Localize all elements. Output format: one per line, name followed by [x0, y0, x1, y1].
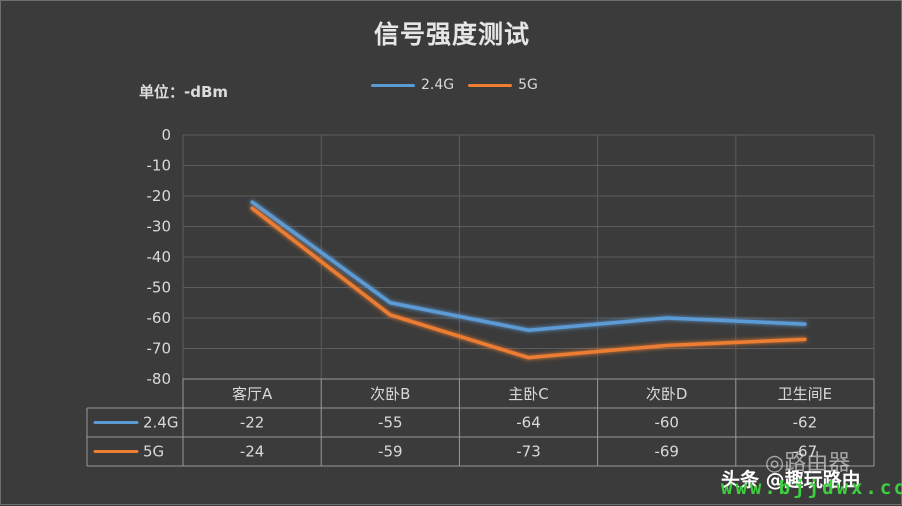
data-table-value: -73 — [516, 443, 541, 461]
y-tick-label: -50 — [147, 279, 172, 297]
y-tick-label: -60 — [147, 309, 172, 327]
category-label: 客厅A — [232, 385, 273, 403]
data-table-value: -55 — [378, 414, 403, 432]
watermark: ◎路由器 头条 @趣玩路由 www.bjjdwx.com — [721, 445, 901, 503]
data-table-value: -64 — [516, 414, 541, 432]
category-label: 卫生间E — [778, 385, 832, 403]
y-tick-label: -10 — [147, 157, 172, 175]
data-table-value: -62 — [793, 414, 818, 432]
y-tick-label: -20 — [147, 187, 172, 205]
data-table-value: -60 — [654, 414, 679, 432]
category-label: 次卧D — [646, 385, 688, 403]
y-tick-label: -80 — [147, 370, 172, 388]
data-table-value: -24 — [240, 443, 265, 461]
category-label: 次卧B — [370, 385, 410, 403]
table-series-name: 5G — [143, 443, 164, 461]
data-table-value: -69 — [654, 443, 679, 461]
series-line-5g — [252, 208, 805, 357]
y-tick-label: -70 — [147, 340, 172, 358]
y-tick-label: 0 — [161, 126, 171, 144]
data-table-value: -59 — [378, 443, 403, 461]
category-label: 主卧C — [508, 385, 548, 403]
series-line-2-4g — [252, 202, 805, 330]
y-tick-label: -40 — [147, 248, 172, 266]
watermark-site: www.bjjdwx.com — [721, 477, 902, 499]
table-series-name: 2.4G — [143, 414, 178, 432]
data-table-value: -22 — [240, 414, 265, 432]
y-tick-label: -30 — [147, 218, 172, 236]
